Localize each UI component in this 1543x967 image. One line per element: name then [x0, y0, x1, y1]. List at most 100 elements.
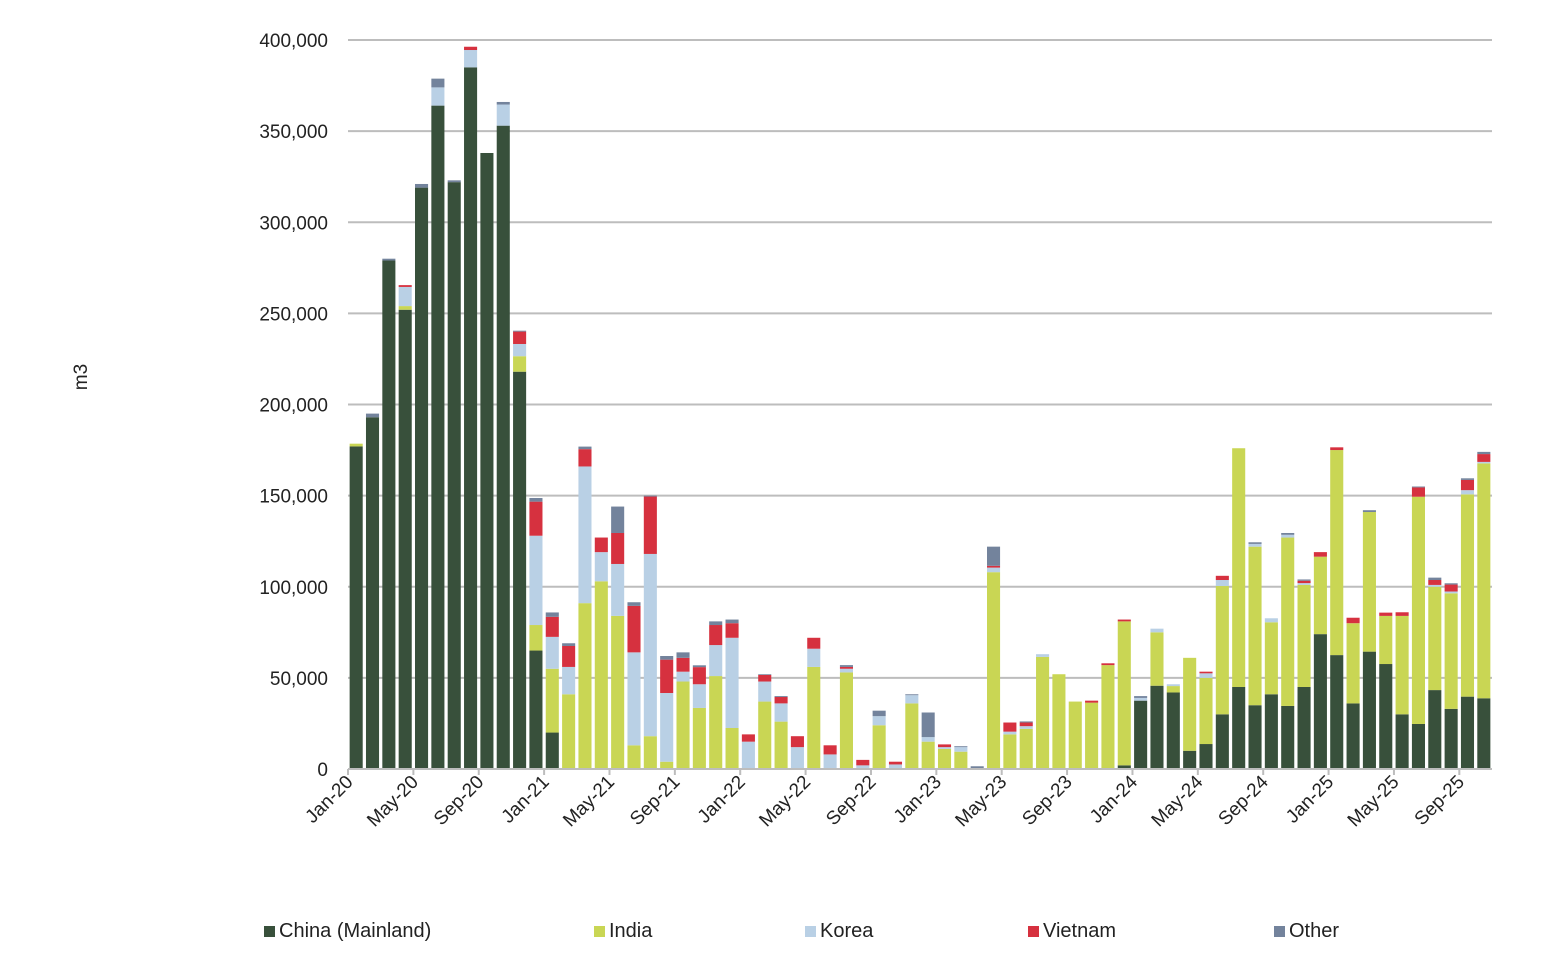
bar-segment-china-mainland: [398, 309, 412, 769]
bar-segment-india: [921, 741, 935, 769]
bar-segment-korea: [725, 637, 739, 728]
bar-segment-vietnam: [1019, 722, 1033, 727]
legend-label: India: [609, 920, 653, 942]
bar-segment-korea: [1003, 731, 1017, 735]
bar-segment-korea: [1264, 618, 1278, 623]
bar-segment-korea: [431, 87, 445, 106]
bar-segment-other: [611, 506, 625, 533]
bar-segment-vietnam: [774, 697, 788, 704]
legend-swatch: [1028, 926, 1039, 937]
bar-segment-other: [545, 612, 559, 617]
bar-segment-vietnam: [1297, 580, 1311, 584]
bar-segment-other: [987, 546, 1001, 566]
bar-segment-vietnam: [1395, 612, 1409, 616]
bar-segment-china-mainland: [1264, 694, 1278, 769]
bar-segment-korea: [807, 648, 821, 667]
bar-segment-korea: [529, 535, 543, 626]
legend-item: Other: [1274, 920, 1339, 943]
bar-segment-other: [725, 619, 739, 624]
bar-segment-india: [774, 721, 788, 769]
bar-segment-india: [1101, 665, 1115, 769]
bar-segment-india: [594, 581, 608, 769]
bar-segment-india: [513, 356, 527, 372]
bar-segment-korea: [1215, 580, 1229, 587]
bar-segment-india: [1428, 586, 1442, 691]
bar-segment-other: [660, 656, 674, 660]
bar-segment-korea: [954, 747, 968, 752]
bar-segment-other: [382, 258, 396, 261]
bar-segment-vietnam: [839, 666, 853, 669]
legend-label: Other: [1289, 920, 1340, 942]
bar-segment-vietnam: [1085, 700, 1099, 703]
bar-segment-india: [1183, 657, 1197, 751]
bar-segment-india: [1036, 656, 1050, 769]
bar-segment-india: [807, 666, 821, 769]
bar-segment-china-mainland: [1313, 634, 1327, 769]
bar-segment-india: [1166, 686, 1180, 693]
bar-segment-india: [839, 672, 853, 769]
bar-segment-india: [709, 676, 723, 769]
bar-segment-vietnam: [937, 744, 952, 748]
bar-segment-china-mainland: [382, 260, 396, 769]
bar-segment-vietnam: [611, 532, 625, 564]
bar-segment-vietnam: [398, 285, 412, 287]
bar-segment-india: [611, 615, 625, 769]
bar-segment-india: [758, 701, 772, 769]
bar-segment-korea: [1036, 654, 1050, 657]
bar-segment-india: [1264, 622, 1278, 695]
bar-segment-vietnam: [758, 674, 772, 682]
bar-segment-vietnam: [660, 659, 674, 694]
bars: [349, 46, 1491, 770]
bar-segment-vietnam: [823, 745, 837, 755]
bar-segment-china-mainland: [1134, 700, 1148, 769]
bar-segment-india: [398, 306, 412, 310]
bar-segment-other: [692, 665, 706, 668]
bar-segment-korea: [709, 645, 723, 677]
bar-segment-china-mainland: [415, 187, 429, 769]
bar-segment-vietnam: [545, 616, 559, 637]
x-tick-label: Sep-21: [626, 772, 684, 830]
bar-segment-china-mainland: [1477, 698, 1491, 769]
bar-segment-india: [1085, 702, 1099, 769]
bar-segment-china-mainland: [1297, 686, 1311, 769]
bar-segment-india: [872, 725, 886, 769]
bar-segment-india: [905, 703, 919, 769]
bar-segment-india: [1281, 537, 1295, 706]
bar-segment-china-mainland: [1460, 696, 1475, 769]
bar-segment-other: [839, 665, 853, 667]
bar-segment-vietnam: [562, 645, 576, 667]
bar-segment-china-mainland: [1346, 703, 1360, 769]
bar-segment-india: [1362, 512, 1376, 652]
bar-segment-other: [1248, 542, 1262, 544]
bar-segment-india: [578, 603, 592, 769]
bar-segment-korea: [627, 652, 641, 746]
bar-segment-china-mainland: [1117, 765, 1131, 769]
bar-segment-china-mainland: [1281, 705, 1295, 769]
bar-segment-india: [1150, 632, 1164, 686]
legend: China (Mainland) India Korea Vietnam Other: [0, 920, 1543, 946]
legend-item: Vietnam: [1028, 920, 1116, 943]
x-tick-label: Sep-23: [1018, 772, 1076, 830]
bar-segment-india: [692, 707, 706, 769]
bar-segment-korea: [1444, 591, 1458, 594]
bar-segment-korea: [545, 636, 559, 669]
bar-segment-other: [970, 766, 984, 769]
bar-segment-india: [1330, 450, 1344, 656]
bar-segment-india: [660, 761, 674, 769]
bar-segment-korea: [823, 754, 837, 769]
bar-segment-korea: [790, 747, 804, 769]
bar-segment-korea: [594, 552, 608, 582]
bar-segment-other: [578, 446, 592, 450]
bar-segment-other: [513, 330, 527, 332]
bar-segment-china-mainland: [496, 125, 510, 770]
bar-segment-vietnam: [1411, 487, 1425, 497]
bar-segment-other: [758, 674, 772, 675]
x-tick-label: Jan-23: [890, 772, 946, 828]
legend-item: Korea: [805, 920, 873, 943]
bar-segment-korea: [1297, 583, 1311, 585]
bar-segment-vietnam: [464, 46, 478, 51]
bar-segment-other: [1477, 451, 1491, 455]
bar-segment-other: [562, 643, 576, 646]
legend-swatch: [594, 926, 605, 937]
y-tick-label: 50,000: [270, 669, 328, 690]
